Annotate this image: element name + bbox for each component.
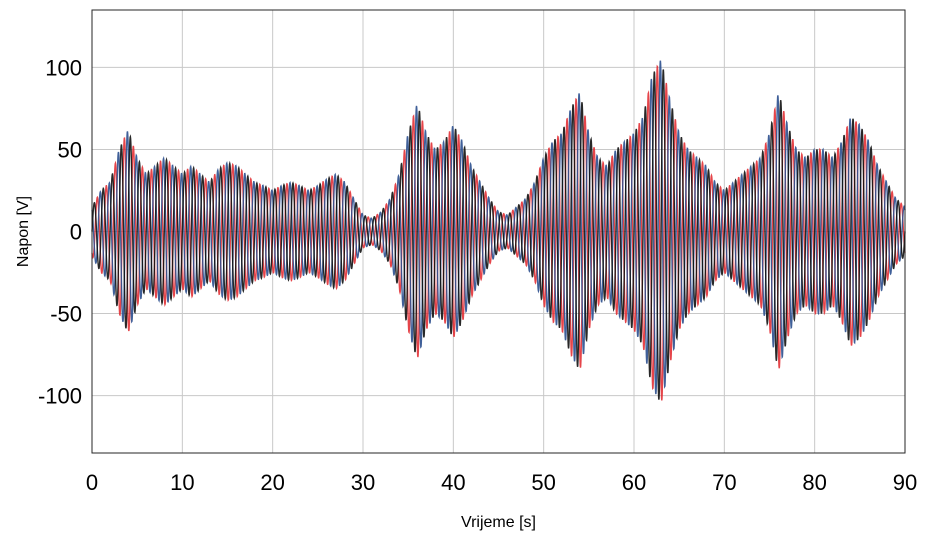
- y-tick-label: 0: [70, 220, 82, 245]
- x-tick-label: 20: [260, 470, 284, 495]
- x-tick-label: 50: [531, 470, 555, 495]
- y-axis-label: Napon [V]: [15, 196, 32, 267]
- series-line-phase-c: [91, 64, 906, 401]
- x-tick-label: 70: [712, 470, 736, 495]
- x-tick-label: 80: [802, 470, 826, 495]
- series-line-phase-a: [91, 69, 906, 400]
- x-axis-label: Vrijeme [s]: [461, 514, 536, 531]
- x-tick-label: 90: [893, 470, 917, 495]
- y-tick-label: 50: [58, 137, 82, 162]
- y-tick-label: -50: [50, 302, 82, 327]
- y-tick-label: 100: [45, 55, 82, 80]
- x-tick-label: 40: [441, 470, 465, 495]
- series-lines: [91, 60, 906, 401]
- x-tick-label: 10: [170, 470, 194, 495]
- series-line-phase-b: [91, 60, 906, 395]
- tick-labels: 0 10 20 30 40 50 60 70 80 90 100 50 0 -50 -100: [38, 55, 917, 495]
- plot-area-frame: [91, 9, 906, 454]
- x-tick-label: 30: [351, 470, 375, 495]
- x-tick-label: 60: [622, 470, 646, 495]
- x-tick-label: 0: [86, 470, 98, 495]
- y-tick-label: -100: [38, 384, 82, 409]
